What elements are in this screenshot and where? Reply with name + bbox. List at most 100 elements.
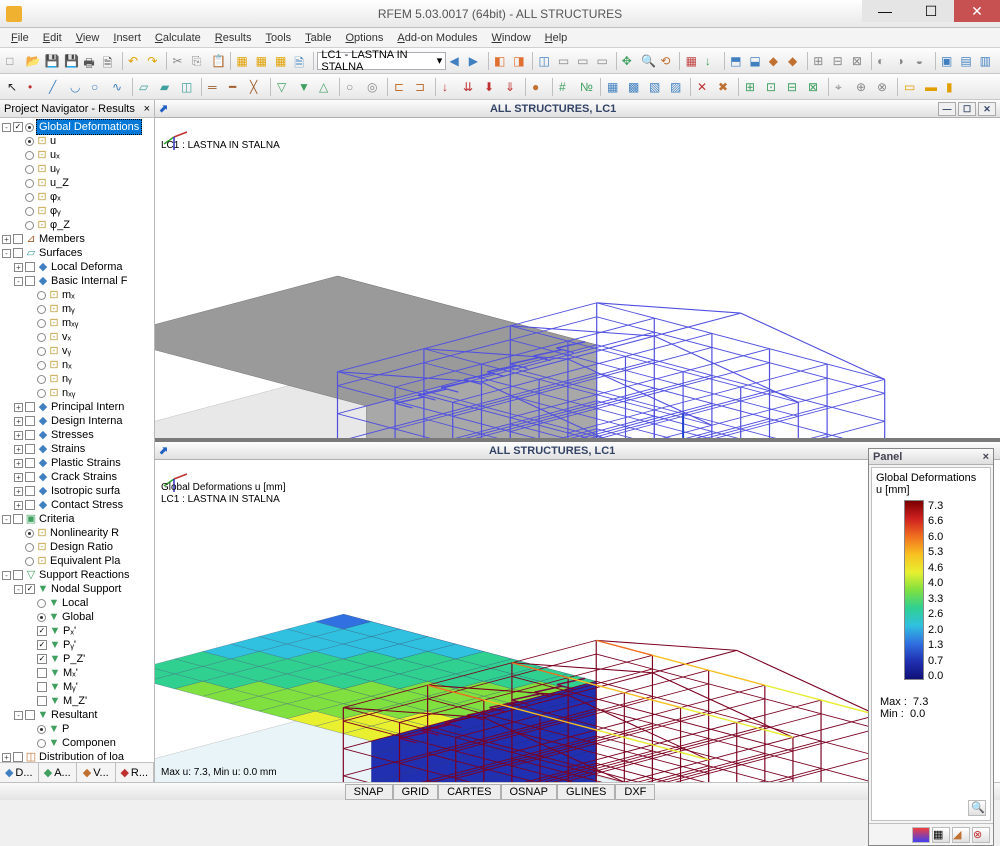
paste-icon[interactable]: 📋 bbox=[209, 51, 227, 71]
tree-row[interactable]: ✓▼P_Z' bbox=[0, 652, 154, 666]
copy-icon[interactable]: ⎘ bbox=[190, 51, 208, 71]
panel-close-icon[interactable]: × bbox=[983, 451, 989, 463]
report-icon[interactable]: 🗎 bbox=[292, 51, 310, 71]
sup2-icon[interactable]: ▼ bbox=[295, 77, 315, 97]
dm2-icon[interactable]: ⬓ bbox=[747, 51, 765, 71]
menu-table[interactable]: Table bbox=[298, 30, 338, 46]
tree-row[interactable]: ▼P bbox=[0, 722, 154, 736]
tree-row[interactable]: -✓Global Deformations bbox=[0, 120, 154, 134]
rotate-icon[interactable]: ⟲ bbox=[658, 51, 676, 71]
release-icon[interactable]: ◎ bbox=[364, 77, 384, 97]
minimize-button[interactable]: — bbox=[862, 0, 908, 22]
save-all-icon[interactable]: 💾 bbox=[62, 51, 80, 71]
tree-row[interactable]: ⊡u_Z bbox=[0, 176, 154, 190]
tree-row[interactable]: ⊡mᵧ bbox=[0, 302, 154, 316]
tree-row[interactable]: ▼Mᵧ' bbox=[0, 680, 154, 694]
render1-icon[interactable]: ▦ bbox=[604, 77, 624, 97]
g2-icon[interactable]: ⊡ bbox=[763, 77, 783, 97]
beam-icon[interactable]: ━ bbox=[226, 77, 246, 97]
x1-icon[interactable]: ✕ bbox=[694, 77, 714, 97]
menu-insert[interactable]: Insert bbox=[106, 30, 148, 46]
tree-row[interactable]: -▱Surfaces bbox=[0, 246, 154, 260]
panel-tab3-icon[interactable]: ◢ bbox=[952, 827, 970, 843]
menu-view[interactable]: View bbox=[69, 30, 107, 46]
tree-row[interactable]: +◆Isotropic surfa bbox=[0, 484, 154, 498]
panel-tab1-icon[interactable] bbox=[912, 827, 930, 843]
menu-tools[interactable]: Tools bbox=[258, 30, 298, 46]
viewport-top[interactable]: LC1 : LASTNA IN STALNA bbox=[155, 118, 1000, 438]
arc-icon[interactable]: ◡ bbox=[67, 77, 87, 97]
g1-icon[interactable]: ⊞ bbox=[742, 77, 762, 97]
loads-icon[interactable]: ↓ bbox=[703, 51, 721, 71]
tree-row[interactable]: ⊡Design Ratio bbox=[0, 540, 154, 554]
surf2-icon[interactable]: ▰ bbox=[157, 77, 177, 97]
navigator-close-icon[interactable]: × bbox=[144, 103, 150, 115]
tree-row[interactable]: ⊡nₓ bbox=[0, 358, 154, 372]
tree-row[interactable]: ⊡vₓ bbox=[0, 330, 154, 344]
status-grid[interactable]: GRID bbox=[393, 784, 439, 800]
tree-row[interactable]: ⊡Equivalent Pla bbox=[0, 554, 154, 568]
display-icon[interactable]: ◨ bbox=[511, 51, 529, 71]
select-icon[interactable]: ↖ bbox=[4, 77, 24, 97]
tree-row[interactable]: +⊿Members bbox=[0, 232, 154, 246]
view-x-icon[interactable]: ▭ bbox=[556, 51, 574, 71]
navigator-tab[interactable]: ◆A... bbox=[39, 763, 78, 782]
menu-edit[interactable]: Edit bbox=[36, 30, 69, 46]
surf1-icon[interactable]: ▱ bbox=[136, 77, 156, 97]
win2-icon[interactable]: ▤ bbox=[958, 51, 976, 71]
tree-row[interactable]: -▼Resultant bbox=[0, 708, 154, 722]
menu-options[interactable]: Options bbox=[338, 30, 390, 46]
model-icon[interactable]: ▦ bbox=[683, 51, 701, 71]
tree-row[interactable]: ✓▼Pₓ' bbox=[0, 624, 154, 638]
table-icon[interactable]: ▦ bbox=[273, 51, 291, 71]
tree-row[interactable]: ⊡φ_Z bbox=[0, 218, 154, 232]
undo-icon[interactable]: ↶ bbox=[126, 51, 144, 71]
surf3-icon[interactable]: ◫ bbox=[178, 77, 198, 97]
menu-add-on-modules[interactable]: Add-on Modules bbox=[390, 30, 484, 46]
tree-row[interactable]: +◆Stresses bbox=[0, 428, 154, 442]
m1-icon[interactable]: ▭ bbox=[901, 77, 921, 97]
tree-row[interactable]: +◫Distribution of loa bbox=[0, 750, 154, 762]
loadcase-combo[interactable]: LC1 - LASTNA IN STALNA▾ bbox=[317, 52, 446, 70]
tree-row[interactable]: ⊡uᵧ bbox=[0, 162, 154, 176]
tree-row[interactable]: ▼Componen bbox=[0, 736, 154, 750]
close-button[interactable]: ✕ bbox=[954, 0, 1000, 22]
sup3-icon[interactable]: △ bbox=[316, 77, 336, 97]
status-cartes[interactable]: CARTES bbox=[438, 784, 500, 800]
b1-icon[interactable]: ◐ bbox=[875, 51, 893, 71]
dm1-icon[interactable]: ⬒ bbox=[728, 51, 746, 71]
tree-row[interactable]: ⊡nₓᵧ bbox=[0, 386, 154, 400]
a1-icon[interactable]: ⊞ bbox=[811, 51, 829, 71]
member-icon[interactable]: ═ bbox=[205, 77, 225, 97]
dm4-icon[interactable]: ◆ bbox=[786, 51, 804, 71]
menu-window[interactable]: Window bbox=[485, 30, 538, 46]
arrow-right-icon[interactable]: ▶ bbox=[467, 51, 485, 71]
status-snap[interactable]: SNAP bbox=[345, 784, 393, 800]
grab-icon[interactable]: ✥ bbox=[620, 51, 638, 71]
menu-calculate[interactable]: Calculate bbox=[148, 30, 208, 46]
tree-row[interactable]: ⊡vᵧ bbox=[0, 344, 154, 358]
tree-row[interactable]: +◆Local Deforma bbox=[0, 260, 154, 274]
calc-icon[interactable]: ▦ bbox=[234, 51, 252, 71]
circle-icon[interactable]: ○ bbox=[88, 77, 108, 97]
spline-icon[interactable]: ∿ bbox=[109, 77, 129, 97]
view-y-icon[interactable]: ▭ bbox=[575, 51, 593, 71]
navigator-tab[interactable]: ◆V... bbox=[77, 763, 116, 782]
tree-row[interactable]: -▣Criteria bbox=[0, 512, 154, 526]
render3-icon[interactable]: ▧ bbox=[646, 77, 666, 97]
hinge-icon[interactable]: ○ bbox=[343, 77, 363, 97]
win3-icon[interactable]: ▥ bbox=[977, 51, 995, 71]
panel-tab2-icon[interactable]: ▦ bbox=[932, 827, 950, 843]
print-preview-icon[interactable]: 🗎 bbox=[101, 51, 119, 71]
truss-icon[interactable]: ╳ bbox=[247, 77, 267, 97]
m2-icon[interactable]: ▬ bbox=[922, 77, 942, 97]
sn3-icon[interactable]: ⊗ bbox=[874, 77, 894, 97]
tree-row[interactable]: +◆Design Interna bbox=[0, 414, 154, 428]
load3-icon[interactable]: ⬇ bbox=[481, 77, 501, 97]
tree-row[interactable]: ⊡u bbox=[0, 134, 154, 148]
g4-icon[interactable]: ⊠ bbox=[805, 77, 825, 97]
tree-row[interactable]: +◆Contact Stress bbox=[0, 498, 154, 512]
mass-icon[interactable]: ● bbox=[529, 77, 549, 97]
isometric-icon[interactable]: ◫ bbox=[536, 51, 554, 71]
m3-icon[interactable]: ▮ bbox=[943, 77, 963, 97]
